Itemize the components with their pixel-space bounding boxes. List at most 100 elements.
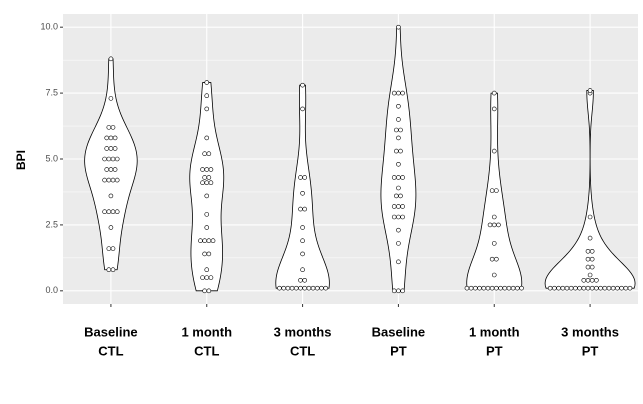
- data-point: [277, 285, 282, 291]
- data-point: [112, 167, 118, 172]
- data-point: [108, 96, 114, 101]
- x-tick-label: PT: [582, 343, 599, 358]
- data-point: [114, 177, 120, 183]
- data-point: [281, 285, 286, 291]
- data-point: [396, 241, 401, 246]
- data-point: [391, 90, 397, 96]
- data-point: [400, 175, 405, 180]
- data-point: [396, 175, 401, 180]
- data-point: [108, 146, 114, 151]
- data-point: [300, 225, 305, 230]
- data-point: [396, 185, 401, 191]
- data-point: [104, 167, 110, 172]
- data-point: [300, 267, 305, 273]
- violin: [275, 84, 330, 289]
- data-point: [206, 251, 212, 257]
- data-point: [104, 135, 110, 141]
- data-point: [391, 204, 397, 209]
- data-point: [391, 288, 397, 294]
- data-point: [110, 177, 116, 183]
- x-tick-label: PT: [486, 343, 503, 358]
- data-point: [396, 161, 401, 167]
- data-point: [300, 82, 305, 88]
- data-point: [602, 285, 608, 291]
- data-point: [398, 193, 403, 199]
- data-point: [110, 209, 116, 215]
- data-point: [468, 285, 474, 291]
- data-point: [396, 204, 401, 209]
- data-point: [110, 125, 116, 130]
- x-tick-label: 1 month: [469, 324, 520, 339]
- data-point: [396, 90, 401, 96]
- data-point: [206, 175, 212, 180]
- x-tick-label: PT: [390, 343, 407, 358]
- data-point: [585, 256, 591, 262]
- data-point: [106, 125, 112, 130]
- data-point: [519, 285, 524, 291]
- data-point: [302, 277, 307, 283]
- data-point: [581, 285, 587, 291]
- data-point: [487, 222, 493, 228]
- data-point: [400, 288, 405, 294]
- data-point: [494, 285, 499, 291]
- data-point: [510, 285, 516, 291]
- data-point: [110, 246, 116, 251]
- data-point: [102, 177, 107, 183]
- data-point: [396, 24, 401, 30]
- data-point: [615, 285, 620, 291]
- data-point: [208, 275, 214, 280]
- violin: [189, 82, 225, 292]
- data-point: [400, 214, 405, 220]
- data-point: [391, 175, 397, 180]
- data-point: [204, 275, 210, 280]
- data-point: [200, 180, 205, 186]
- data-point: [394, 193, 399, 199]
- data-point: [568, 285, 574, 291]
- data-point: [108, 225, 114, 230]
- data-point: [394, 148, 399, 154]
- data-point: [589, 248, 595, 254]
- data-point: [464, 285, 470, 291]
- x-tick-label: 3 months: [561, 324, 619, 339]
- data-point: [298, 206, 303, 212]
- data-point: [204, 167, 210, 172]
- data-point: [589, 285, 595, 291]
- data-point: [489, 285, 495, 291]
- data-point: [491, 148, 497, 154]
- data-point: [556, 285, 561, 291]
- data-point: [314, 285, 320, 291]
- data-point: [204, 225, 210, 230]
- data-point: [587, 272, 593, 278]
- data-point: [206, 288, 212, 294]
- data-point: [306, 285, 312, 291]
- data-point: [300, 238, 305, 244]
- data-point: [200, 167, 205, 172]
- y-axis-label: BPI: [14, 150, 28, 170]
- data-point: [396, 117, 401, 122]
- data-point: [108, 167, 114, 172]
- data-point: [204, 193, 210, 199]
- data-point: [477, 285, 482, 291]
- data-point: [489, 256, 495, 262]
- y-tick-label: 7.5: [45, 87, 58, 97]
- data-point: [210, 238, 216, 244]
- data-point: [496, 222, 501, 228]
- data-point: [396, 135, 401, 141]
- data-point: [515, 285, 520, 291]
- data-point: [585, 264, 591, 270]
- data-point: [581, 277, 587, 283]
- data-point: [398, 148, 403, 154]
- data-point: [400, 204, 405, 209]
- data-point: [573, 285, 578, 291]
- data-point: [577, 285, 582, 291]
- data-point: [106, 246, 112, 251]
- data-point: [108, 56, 114, 62]
- data-point: [498, 285, 503, 291]
- data-point: [298, 277, 303, 283]
- data-point: [396, 227, 401, 233]
- data-point: [302, 285, 307, 291]
- data-point: [300, 251, 305, 257]
- x-tick-label: 1 month: [181, 324, 232, 339]
- data-point: [104, 146, 110, 151]
